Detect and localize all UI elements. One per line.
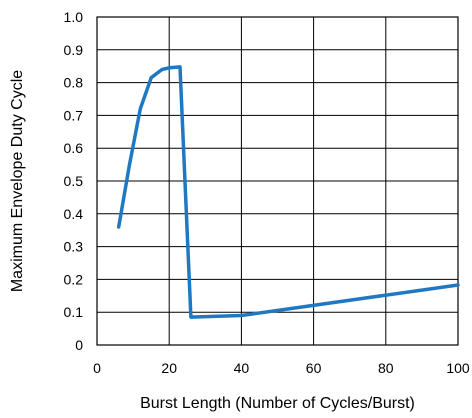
- y-tick-label: 0: [75, 337, 83, 353]
- y-tick-label: 0.3: [64, 239, 84, 255]
- y-tick-label: 0.5: [64, 173, 84, 189]
- y-tick-label: 1.0: [64, 9, 84, 25]
- y-tick-label: 0.9: [64, 42, 84, 58]
- plot-area-frame: [96, 16, 459, 346]
- y-tick-label: 0.7: [64, 107, 84, 123]
- x-axis-ticks: 0 20 40 60 80 100: [93, 360, 470, 376]
- x-tick-label: 80: [378, 360, 394, 376]
- x-tick-label: 40: [234, 360, 250, 376]
- x-tick-label: 100: [446, 360, 470, 376]
- y-tick-label: 0.4: [64, 206, 84, 222]
- series-line: [116, 65, 460, 319]
- grid-lines: [96, 16, 459, 346]
- y-tick-label: 0.6: [64, 140, 84, 156]
- x-tick-label: 20: [161, 360, 177, 376]
- x-tick-label: 60: [306, 360, 322, 376]
- y-axis-label: Maximum Envelope Duty Cycle: [9, 70, 26, 292]
- y-axis-ticks: 0 0.1 0.2 0.3 0.4 0.5 0.6 0.7 0.8 0.9 1.0: [64, 9, 84, 353]
- series-group: [116, 65, 460, 319]
- x-axis-label: Burst Length (Number of Cycles/Burst): [140, 395, 415, 412]
- y-tick-label: 0.8: [64, 75, 84, 91]
- x-tick-label: 0: [93, 360, 101, 376]
- y-tick-label: 0.2: [64, 271, 84, 287]
- y-tick-label: 0.1: [64, 304, 84, 320]
